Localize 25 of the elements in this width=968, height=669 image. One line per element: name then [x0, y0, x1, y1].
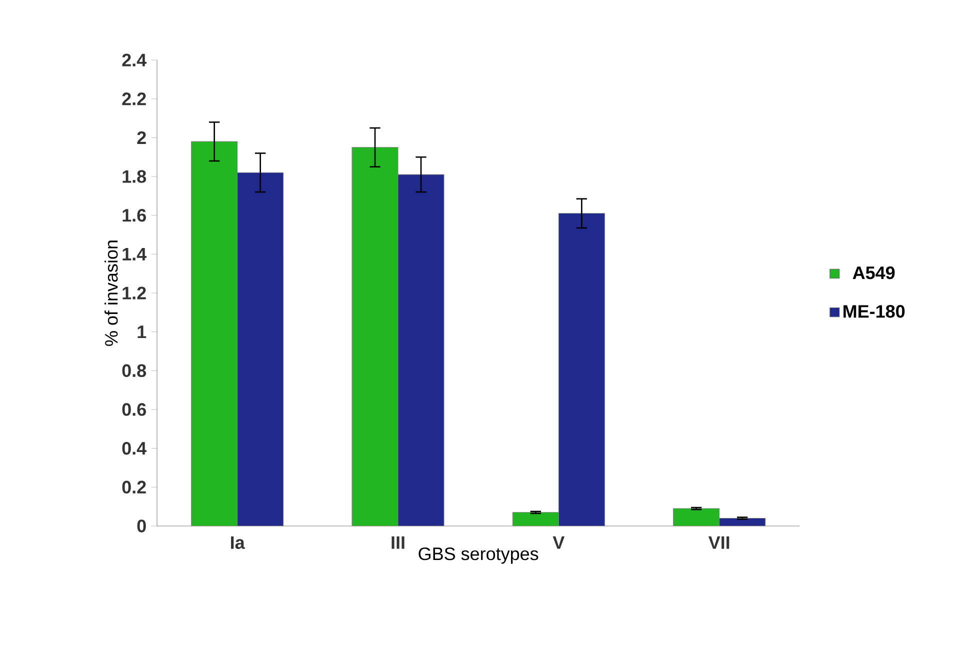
x-tick-label: Ia [231, 536, 245, 549]
y-tick-label: 0.4 [122, 442, 146, 455]
y-tick-label: 1.6 [122, 208, 146, 222]
y-tick-label: 0 [137, 520, 146, 532]
y-tick-label: 2 [137, 131, 146, 144]
y-tick-label: 1 [138, 326, 146, 338]
legend-label: ME-180 [844, 305, 905, 318]
y-tick-label: 2.4 [122, 54, 146, 66]
x-tick-label: V [552, 536, 565, 549]
x-tick-label: III [392, 536, 404, 549]
y-tick-label: 0.2 [122, 480, 146, 494]
y-tick-label: 1.8 [122, 170, 146, 183]
x-axis-title: GBS serotypes [418, 547, 538, 564]
y-tick-label: 1.2 [122, 286, 146, 300]
y-axis-title: % of invasion [104, 240, 118, 346]
y-tick-label: 0.6 [122, 403, 146, 416]
y-tick-label: 2.2 [122, 92, 146, 106]
bar [719, 518, 766, 526]
y-tick-label: 0.8 [122, 364, 146, 378]
bar [558, 213, 605, 526]
legend-label: A549 [852, 266, 895, 280]
y-tick-label: 1.4 [122, 248, 146, 260]
bar [398, 174, 444, 526]
bar [237, 172, 284, 526]
x-tick-label: VII [708, 536, 730, 549]
